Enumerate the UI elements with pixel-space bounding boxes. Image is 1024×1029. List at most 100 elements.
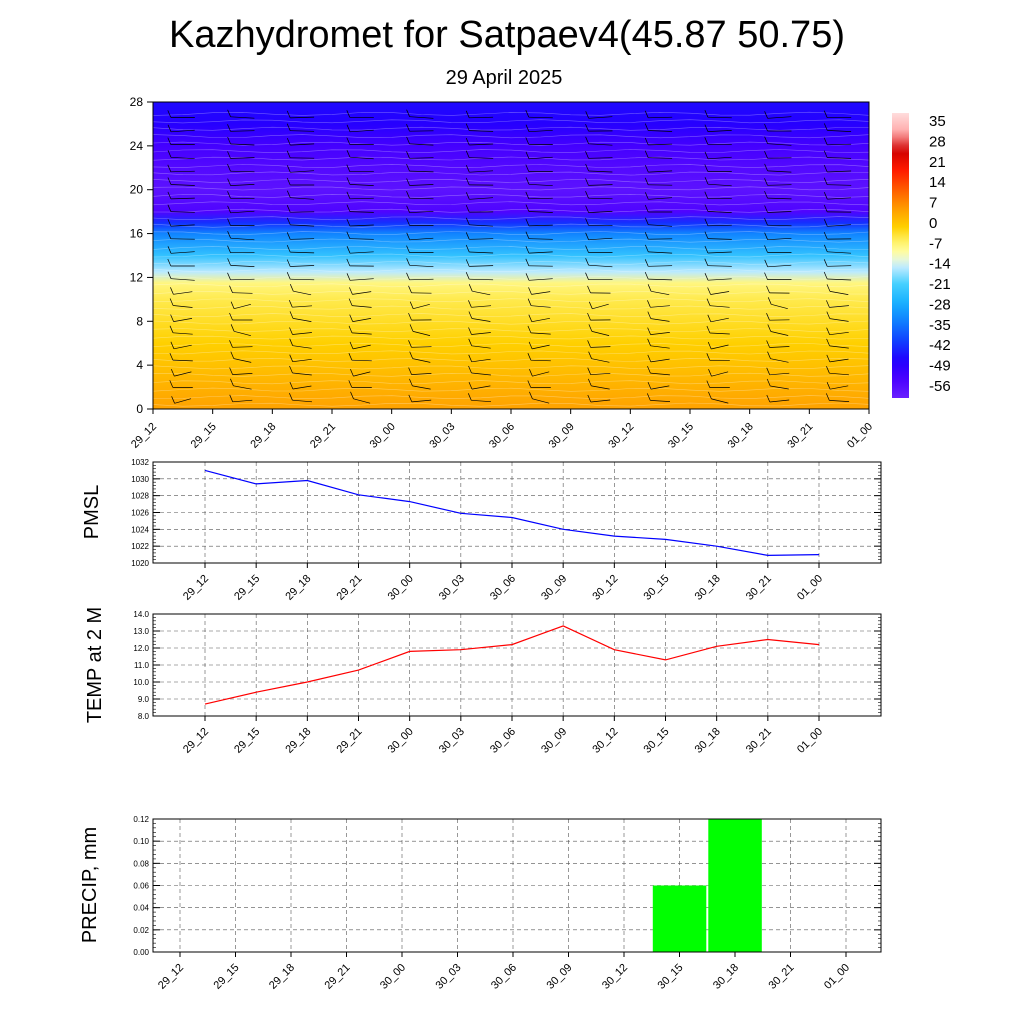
y-tick-label: 20 [130, 183, 144, 197]
x-tick-label: 30_06 [489, 962, 519, 992]
x-tick-label: 29_15 [212, 962, 242, 992]
y-tick-label: 0.12 [133, 815, 149, 824]
y-tick-label: 1026 [131, 509, 149, 518]
x-tick-label: 30_09 [539, 726, 569, 756]
x-tick-label: 29_18 [283, 726, 313, 756]
PMSL-ylabel: PMSL [81, 485, 103, 539]
x-tick-label: 30_12 [590, 726, 620, 756]
x-tick-label: 01_00 [795, 726, 825, 756]
x-tick-label: 30_09 [539, 573, 569, 603]
x-tick-label: 29_21 [335, 573, 365, 603]
cross-section-field [153, 102, 869, 409]
y-tick-label: 4 [136, 358, 143, 372]
x-tick-label: 30_18 [711, 962, 741, 992]
y-tick-label: 0 [136, 402, 143, 416]
x-tick-label: 30_15 [642, 573, 672, 603]
x-tick-label: 30_03 [437, 573, 467, 603]
x-tick-label: 30_15 [642, 726, 672, 756]
y-tick-label: 0.00 [133, 948, 149, 957]
colorbar-label: 7 [929, 195, 937, 212]
x-tick-label: 29_12 [156, 962, 186, 992]
chart-date: 29 April 2025 [446, 67, 563, 89]
colorbar-label: -7 [929, 235, 942, 252]
y-tick-label: 1028 [131, 492, 149, 501]
x-tick-label: 30_12 [600, 962, 630, 992]
x-tick-label: 30_00 [368, 421, 398, 451]
x-tick-label: 29_12 [129, 421, 159, 451]
x-tick-label: 30_00 [386, 726, 416, 756]
y-tick-label: 12 [130, 270, 144, 284]
x-tick-label: 30_12 [590, 573, 620, 603]
x-tick-label: 30_03 [434, 962, 464, 992]
colorbar-label: -42 [929, 337, 951, 354]
x-tick-label: 30_18 [693, 726, 723, 756]
colorbar-label: 14 [929, 174, 946, 191]
y-tick-label: 0.06 [133, 882, 149, 891]
x-tick-label: 29_15 [232, 726, 262, 756]
colorbar-label: 28 [929, 133, 946, 150]
x-tick-label: 29_21 [323, 962, 353, 992]
y-tick-label: 10.0 [133, 678, 149, 687]
y-tick-label: 13.0 [133, 627, 149, 636]
y-tick-label: 1032 [131, 458, 149, 467]
y-tick-label: 14.0 [133, 610, 149, 619]
precip-ylabel: PRECIP, mm [79, 827, 101, 943]
x-tick-label: 29_12 [181, 573, 211, 603]
x-tick-label: 29_18 [267, 962, 297, 992]
y-tick-label: 1022 [131, 542, 149, 551]
y-tick-label: 16 [130, 227, 144, 241]
colorbar-label: -21 [929, 276, 951, 293]
y-tick-label: 12.0 [133, 644, 149, 653]
x-tick-label: 30_15 [666, 421, 696, 451]
y-tick-label: 1024 [131, 525, 149, 534]
x-tick-label: 01_00 [795, 573, 825, 603]
x-tick-label: 29_12 [181, 726, 211, 756]
colorbar-label: -14 [929, 256, 951, 273]
colorbar-label: 0 [929, 215, 937, 232]
y-tick-label: 24 [130, 139, 144, 153]
colorbar-label: -35 [929, 317, 951, 334]
x-tick-label: 30_06 [487, 421, 517, 451]
y-tick-label: 0.02 [133, 926, 149, 935]
x-tick-label: 30_21 [744, 573, 774, 603]
colorbar-label: 35 [929, 113, 946, 130]
precip-bar [708, 819, 762, 952]
y-tick-label: 0.10 [133, 837, 149, 846]
y-tick-label: 11.0 [134, 661, 150, 670]
y-tick-label: 8 [136, 314, 143, 328]
temp2m-ylabel: TEMP at 2 M [84, 607, 106, 723]
x-tick-label: 30_12 [606, 421, 636, 451]
x-tick-label: 29_21 [308, 421, 338, 451]
x-tick-label: 30_09 [547, 421, 577, 451]
y-tick-label: 0.08 [133, 859, 149, 868]
colorbar: 35 28 21 14 7 0 -7 -14 -21 -28 -35 -42 -49 -56 [892, 113, 951, 398]
x-tick-label: 30_21 [767, 962, 797, 992]
y-tick-label: 28 [130, 95, 144, 109]
colorbar-label: 21 [929, 154, 946, 171]
colorbar-label: -49 [929, 358, 951, 375]
colorbar-label: -56 [929, 378, 951, 395]
x-tick-label: 29_15 [232, 573, 262, 603]
x-tick-label: 30_06 [488, 726, 518, 756]
x-tick-label: 01_00 [822, 962, 852, 992]
chart-title: Kazhydromet for Satpaev4(45.87 50.75) [169, 14, 845, 56]
y-tick-label: 1020 [131, 559, 149, 568]
x-tick-label: 30_03 [437, 726, 467, 756]
x-tick-label: 29_18 [248, 421, 278, 451]
x-tick-label: 30_21 [744, 726, 774, 756]
colorbar-gradient [892, 113, 909, 398]
x-tick-label: 01_00 [845, 421, 875, 451]
x-tick-label: 30_00 [386, 573, 416, 603]
colorbar-label: -28 [929, 296, 951, 313]
x-tick-label: 30_21 [785, 421, 815, 451]
x-tick-label: 29_21 [335, 726, 365, 756]
x-tick-label: 30_18 [693, 573, 723, 603]
x-tick-label: 30_00 [378, 962, 408, 992]
y-tick-label: 8.0 [138, 712, 150, 721]
